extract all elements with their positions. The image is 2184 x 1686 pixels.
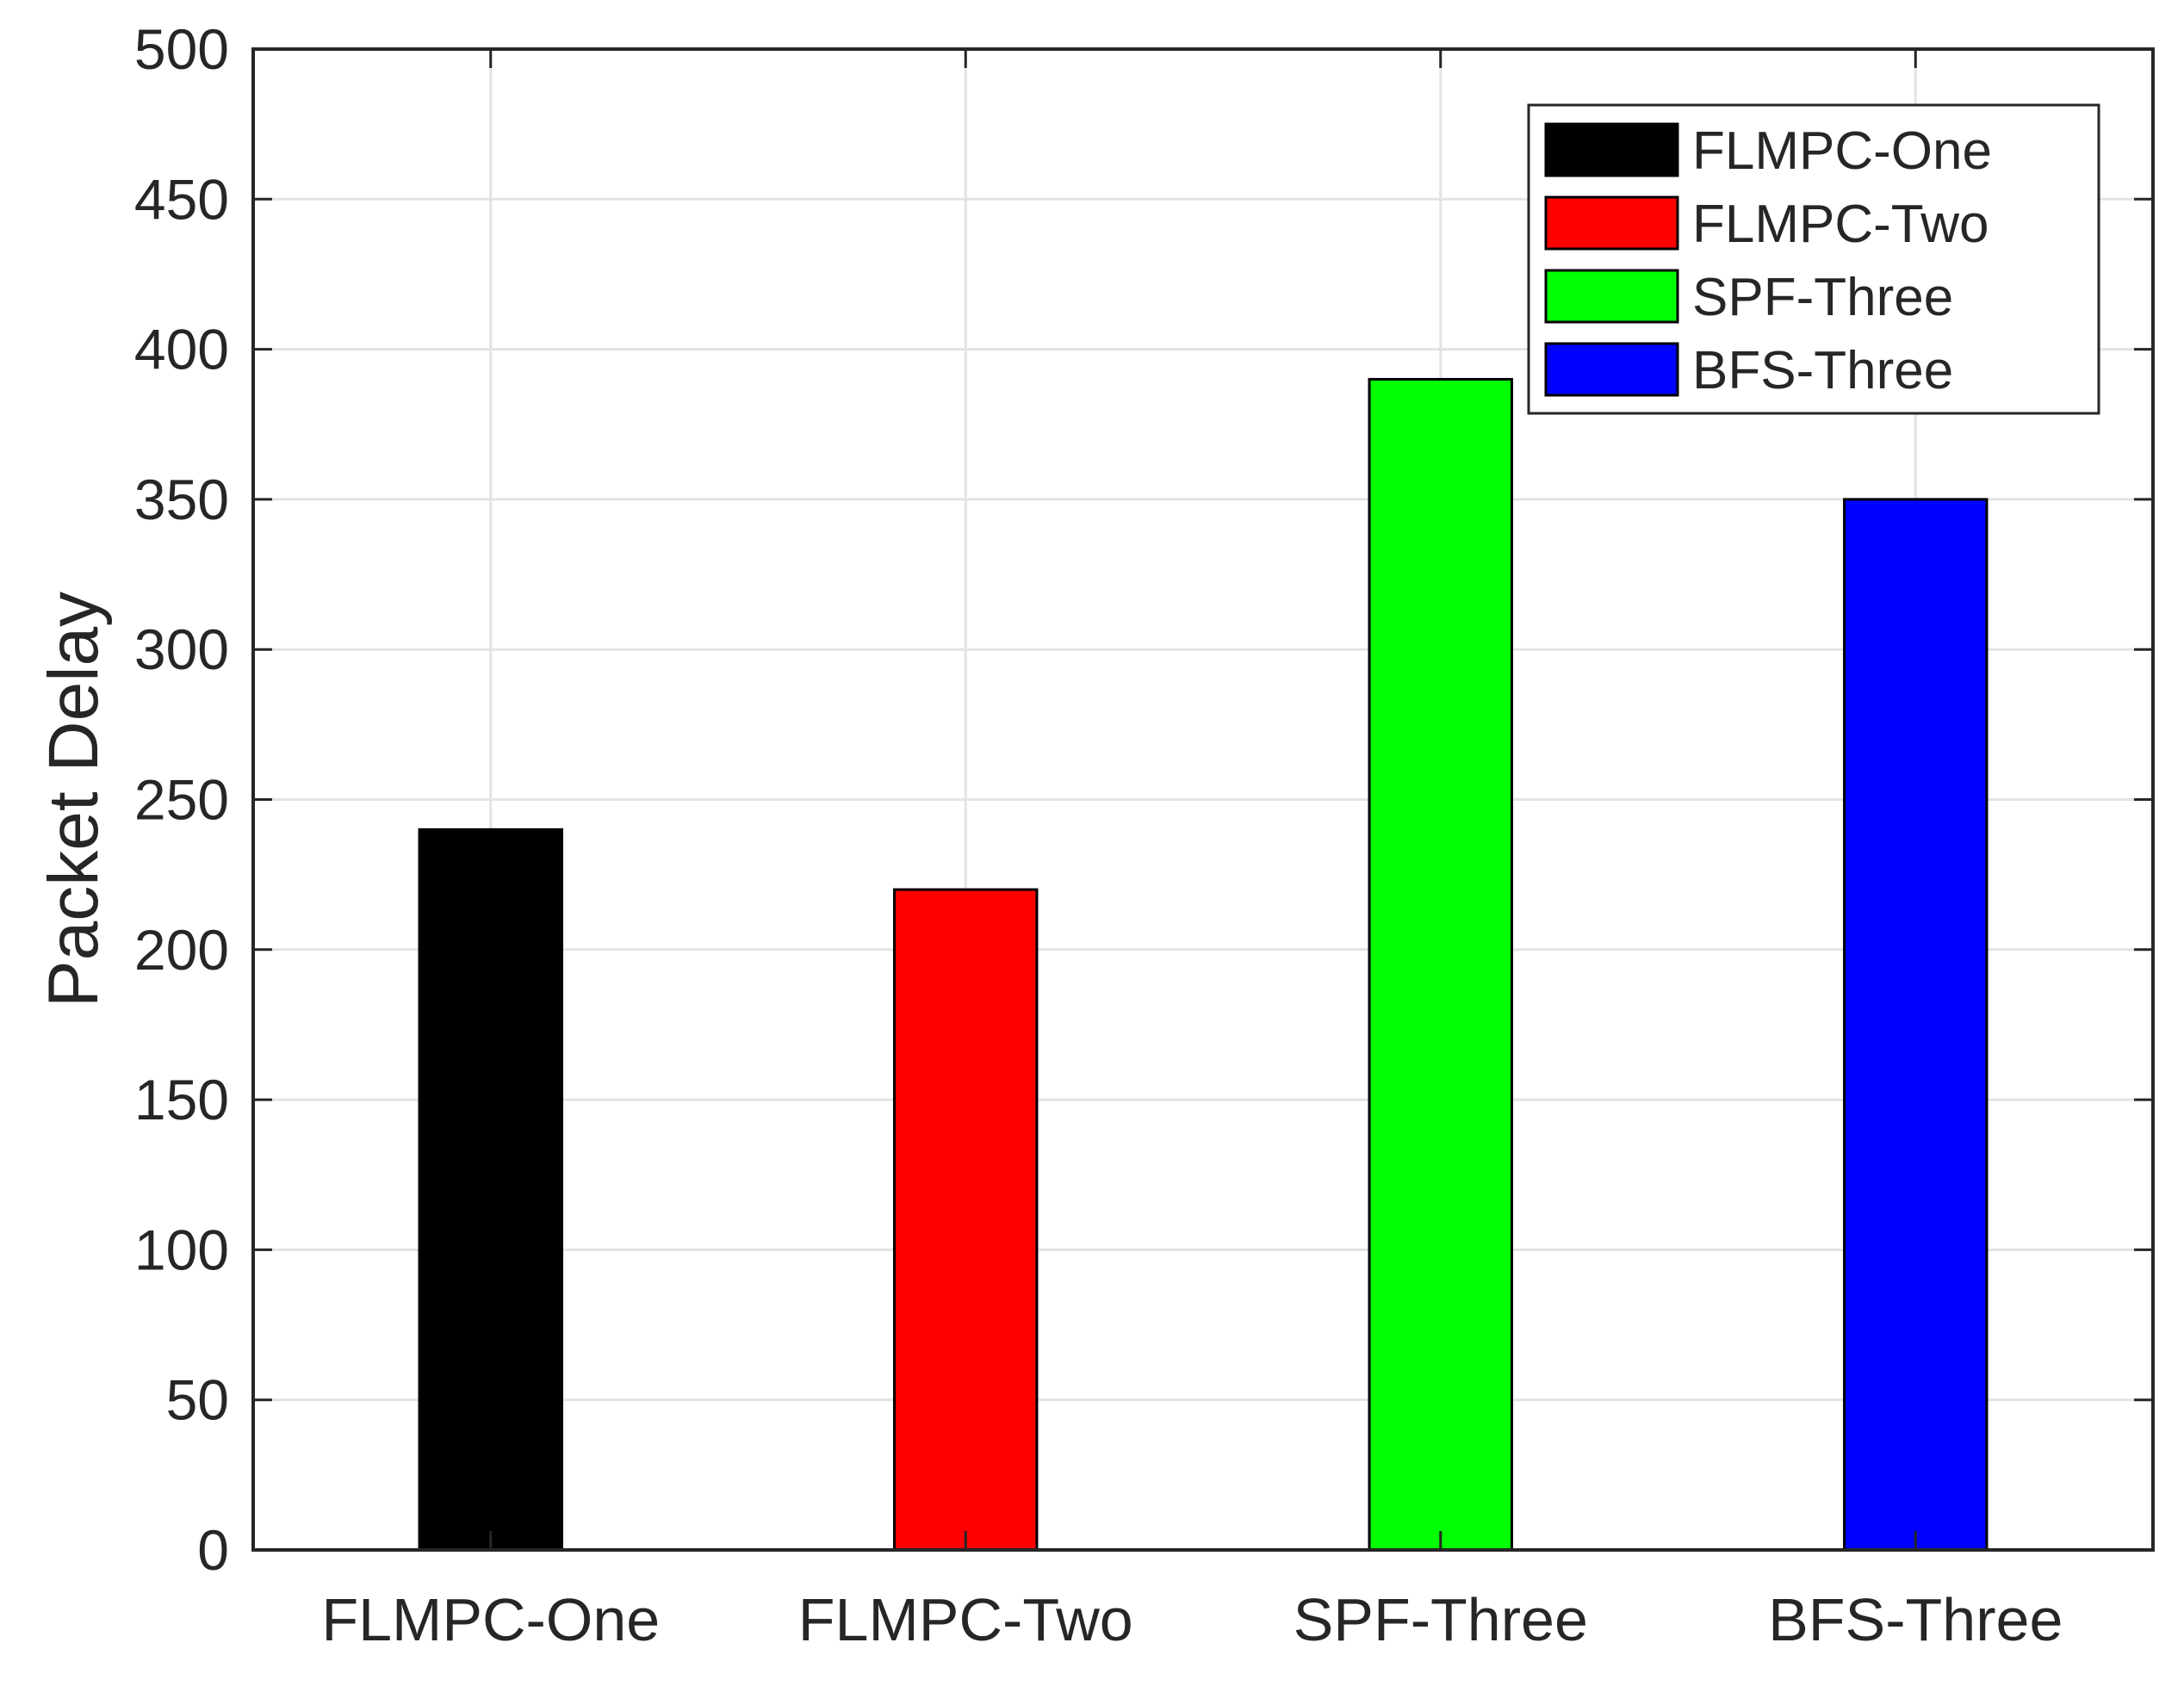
bar-bfs-three <box>1843 498 1989 1552</box>
y-tick-label: 50 <box>166 1368 229 1432</box>
x-tick-label: FLMPC-One <box>321 1586 660 1653</box>
y-tick-label: 0 <box>197 1518 229 1582</box>
y-ticks: 0 50 100 150 200 250 300 350 400 450 500 <box>134 17 2153 1582</box>
y-tick-label: 300 <box>134 617 229 681</box>
bar-flmpc-two <box>893 888 1039 1552</box>
legend-swatch <box>1544 269 1679 324</box>
legend-label: SPF-Three <box>1692 268 1953 327</box>
x-tick-labels: FLMPC-One FLMPC-Two SPF-Three BFS-Three <box>321 1586 2063 1653</box>
y-axis-label: Packet Delay <box>34 592 113 1007</box>
y-tick-label: 200 <box>134 918 229 982</box>
y-tick-label: 450 <box>134 167 229 231</box>
y-tick-label: 400 <box>134 318 229 381</box>
y-tick-label: 150 <box>134 1068 229 1131</box>
legend-label: FLMPC-One <box>1692 121 1992 181</box>
legend-label: BFS-Three <box>1692 341 1953 400</box>
legend: FLMPC-One FLMPC-Two SPF-Three BFS-Three <box>1527 103 2100 415</box>
x-tick-label: FLMPC-Two <box>798 1586 1133 1653</box>
legend-swatch <box>1544 195 1679 251</box>
y-tick-label: 100 <box>134 1218 229 1281</box>
y-tick-label: 500 <box>134 17 229 81</box>
legend-swatch <box>1544 342 1679 397</box>
y-tick-label: 250 <box>134 768 229 832</box>
bar-spf-three <box>1368 377 1513 1552</box>
bar-flmpc-one <box>418 828 563 1552</box>
x-tick-label: BFS-Three <box>1768 1586 2063 1653</box>
bars <box>418 377 1989 1552</box>
legend-swatch <box>1544 122 1679 177</box>
legend-label: FLMPC-Two <box>1692 195 1989 254</box>
y-tick-label: 350 <box>134 468 229 531</box>
x-tick-label: SPF-Three <box>1294 1586 1588 1653</box>
